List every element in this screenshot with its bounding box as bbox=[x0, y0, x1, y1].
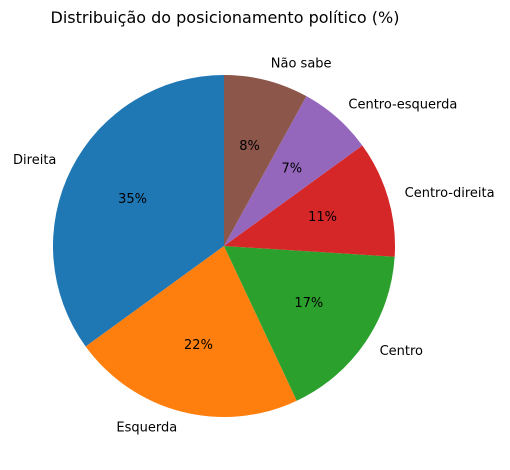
slice-percent-direita: 35% bbox=[118, 192, 147, 207]
slice-label-direita: Direita bbox=[13, 153, 56, 168]
slice-percent-centro-esquerda: 7% bbox=[282, 162, 303, 177]
chart-title: Distribuição do posicionamento político … bbox=[50, 8, 400, 27]
pie-slices bbox=[53, 75, 395, 417]
pie-slice-direita bbox=[53, 75, 224, 347]
slice-label-centro-direita: Centro-direita bbox=[405, 186, 495, 201]
pie-slice-esquerda bbox=[85, 246, 297, 417]
pie-slice-centro-esquerda bbox=[224, 96, 363, 247]
slice-label-nao-sabe: Não sabe bbox=[271, 56, 332, 71]
slice-label-esquerda: Esquerda bbox=[116, 421, 177, 436]
pie-slice-centro-direita bbox=[224, 145, 395, 257]
slice-label-centro: Centro bbox=[380, 344, 423, 359]
slice-percent-centro-direita: 11% bbox=[308, 210, 337, 225]
slice-percent-nao-sabe: 8% bbox=[239, 139, 260, 154]
slice-label-centro-esquerda: Centro-esquerda bbox=[348, 97, 457, 112]
pie-slice-centro bbox=[224, 246, 395, 401]
slice-percent-centro: 17% bbox=[294, 296, 323, 311]
slice-percent-esquerda: 22% bbox=[184, 338, 213, 353]
pie-labels: Direita 35% Esquerda 22% Centro 17% Centro-dir… bbox=[13, 56, 495, 435]
pie-slice-nao-sabe bbox=[224, 75, 307, 246]
